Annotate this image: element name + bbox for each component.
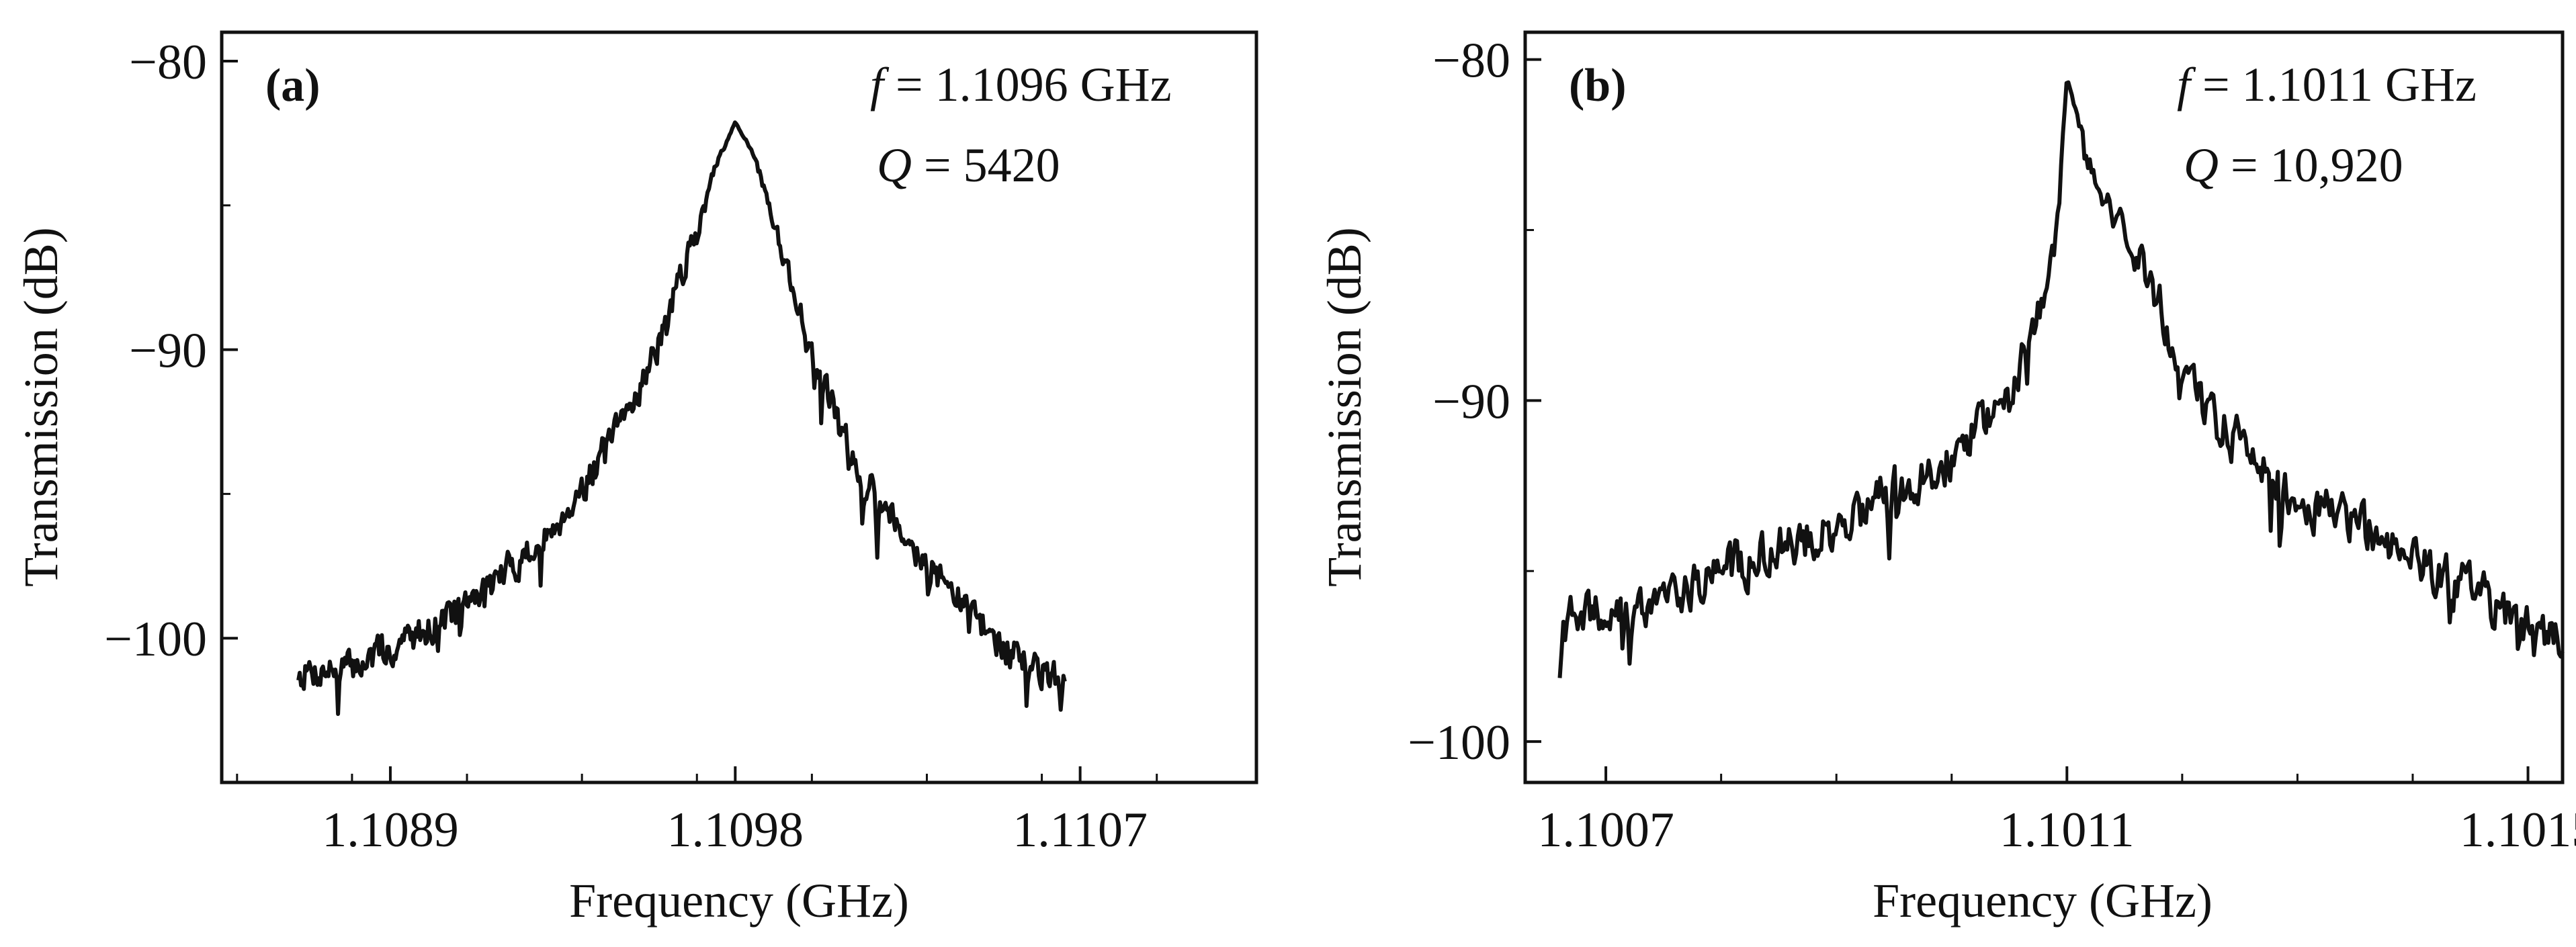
panel-b-chart: −80 −90 −100 1.1007 1.1011 1.1015 (b) f = 1.…: [1318, 30, 2576, 928]
y-tick-label: −90: [1432, 374, 1510, 429]
panel-label-a: (a): [265, 60, 320, 111]
x-ticks-a: 1.1089 1.1098 1.1107: [236, 766, 1158, 858]
panel-label-b: (b): [1569, 60, 1627, 111]
annotation-q-b: Q = 10,920: [2184, 138, 2403, 192]
x-tick-label: 1.1011: [2000, 803, 2135, 858]
x-tick-label: 1.1107: [1013, 803, 1148, 858]
panel-a-chart: −80 −90 −100 1.1089 1.1098 1.1107 (a) f = 1.…: [14, 30, 1258, 928]
y-tick-label: −100: [104, 612, 207, 667]
y-axis-title-a: Transmission (dB): [14, 227, 68, 586]
x-tick-label: 1.1089: [322, 803, 459, 858]
transmission-curve-a: [296, 120, 1067, 716]
x-ticks-b: 1.1007 1.1011 1.1015: [1537, 766, 2576, 858]
x-tick-label: 1.1007: [1537, 803, 1674, 858]
x-tick-label: 1.1098: [667, 803, 804, 858]
plot-frame-b: [1523, 30, 2565, 784]
y-tick-label: −80: [129, 35, 207, 90]
plot-frame-a: [220, 30, 1258, 784]
annotation-frequency-b: f = 1.1011 GHz: [2177, 58, 2477, 111]
x-tick-label: 1.1015: [2460, 803, 2576, 858]
y-axis-title-b: Transmission (dB): [1318, 227, 1371, 586]
y-tick-label: −80: [1432, 34, 1510, 89]
transmission-curve-b: [1557, 80, 2565, 678]
x-axis-title-a: Frequency (GHz): [569, 874, 909, 928]
x-axis-title-b: Frequency (GHz): [1873, 874, 2213, 928]
y-tick-label: −100: [1408, 715, 1510, 770]
annotation-frequency-a: f = 1.1096 GHz: [870, 58, 1172, 111]
annotation-q-a: Q = 5420: [877, 138, 1060, 192]
y-tick-label: −90: [129, 324, 207, 379]
y-ticks-b: −80 −90 −100: [1408, 34, 1541, 770]
y-ticks-a: −80 −90 −100: [104, 35, 238, 784]
